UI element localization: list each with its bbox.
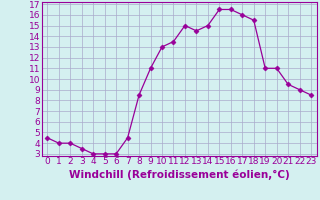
X-axis label: Windchill (Refroidissement éolien,°C): Windchill (Refroidissement éolien,°C)	[69, 169, 290, 180]
